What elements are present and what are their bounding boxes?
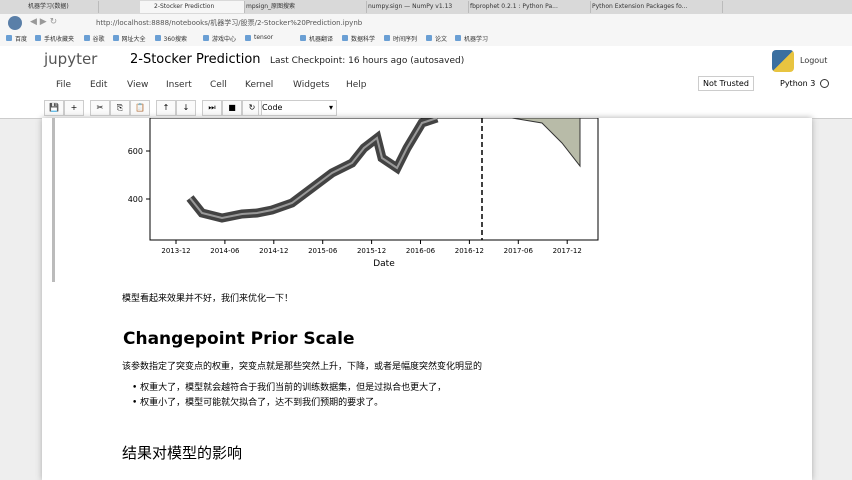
nav-buttons[interactable]: ◀ ▶ ↻ (30, 17, 58, 27)
bookmark[interactable]: 游戏中心 (203, 34, 236, 43)
menu-item[interactable]: Cell (210, 80, 227, 90)
bookmarks-bar: 百度 手机收藏夹 谷歌 网址大全 360搜索 游戏中心 tensor 机器翻译 数据科学 时间序列… (0, 32, 852, 47)
checkpoint: Last Checkpoint: 16 hours ago (autosaved… (270, 56, 465, 66)
bookmark[interactable]: 论文 (426, 34, 447, 43)
python-logo (772, 50, 794, 72)
bookmark[interactable]: 手机收藏夹 (35, 34, 74, 43)
x-tick-label: 2016-12 (455, 247, 484, 255)
browser-tab[interactable]: numpy.sign — NumPy v1.13 (354, 1, 469, 13)
logout-button[interactable]: Logout (800, 56, 828, 65)
bullet-text: 权重大了，模型就会越符合于我们当前的训练数据集，但是过拟合也更大了， (140, 383, 447, 393)
x-tick-label: 2014-06 (210, 247, 240, 255)
x-tick-label: 2015-12 (357, 247, 386, 255)
bullet-text: 权重小了，模型可能就欠拟合了，达不到我们预期的要求了。 (140, 398, 384, 408)
markdown-text: 模型看起来效果并不好，我们来优化一下！ (122, 294, 294, 304)
dropdown-arrow: ▾ (328, 103, 333, 112)
browser-tab[interactable]: 2-Stocker Prediction (140, 1, 245, 13)
toolbar-button[interactable]: ■ (222, 100, 242, 116)
menu-item[interactable]: Kernel (245, 80, 274, 90)
address-bar: ◀ ▶ ↻ http://localhost:8888/notebooks/机器… (0, 14, 852, 33)
menu-item[interactable]: Edit (90, 80, 108, 90)
trust-indicator[interactable]: Not Trusted (698, 76, 754, 91)
cell-type-select[interactable]: Code ▾ (258, 100, 337, 116)
bullet-item: • 权重小了，模型可能就欠拟合了，达不到我们预期的要求了。 (132, 398, 384, 408)
menu-item[interactable]: Insert (166, 80, 192, 90)
browser-logo (8, 16, 22, 30)
cell-prompt-bar (52, 118, 55, 282)
kernel-status (820, 79, 829, 88)
notebook-title[interactable]: 2-Stocker Prediction (130, 52, 261, 67)
url[interactable]: http://localhost:8888/notebooks/机器学习/股票/… (96, 19, 363, 27)
bookmark[interactable]: 谷歌 (83, 34, 105, 43)
toolbar-button[interactable]: ⏭ (202, 100, 222, 116)
forecast-line (189, 118, 438, 220)
x-tick-label: 2016-06 (406, 247, 436, 255)
tab-bar: 机器学习(数据) 2-Stocker Prediction mpsign_原图搜索 n… (0, 0, 852, 14)
bullet-item: • 权重大了，模型就会越符合于我们当前的训练数据集，但是过拟合也更大了， (132, 383, 447, 393)
x-tick-label: 2013-12 (161, 247, 190, 255)
x-tick-label: 2014-12 (259, 247, 288, 255)
toolbar-button[interactable]: ⎘ (110, 100, 130, 116)
future-band (482, 118, 581, 168)
bookmark[interactable]: 机器学习 (455, 34, 488, 43)
cell-type: Code (262, 103, 283, 112)
bookmark[interactable]: 360搜索 (154, 34, 187, 43)
menu-item[interactable]: File (56, 80, 72, 90)
browser-tab[interactable]: 机器学习(数据) (14, 1, 99, 13)
toolbar-button[interactable]: ↻ (242, 100, 262, 116)
markdown-subheading: 结果对模型的影响 (122, 444, 243, 462)
menu-item[interactable]: Widgets (293, 80, 330, 90)
toolbar-button[interactable]: ✂ (90, 100, 110, 116)
bookmark[interactable]: 网址大全 (112, 34, 146, 43)
browser-tab[interactable]: Python Extension Packages fo... (578, 1, 723, 13)
x-tick-label: 2015-06 (308, 247, 338, 255)
plot-ticks: 400 600 2013-12 2014-06 2014-12 2015-06 2015-1… (128, 147, 582, 269)
menu-item[interactable]: View (127, 80, 149, 90)
kernel-name: Python 3 (780, 79, 816, 88)
bookmark[interactable]: tensor (245, 34, 273, 41)
bullet-list: • 权重大了，模型就会越符合于我们当前的训练数据集，但是过拟合也更大了， • 权… (132, 381, 446, 411)
toolbar-button[interactable]: 💾 (44, 100, 64, 116)
x-tick-label: 2017-12 (553, 247, 582, 255)
jupyter-header: jupyter 2-Stocker Prediction Last Checkp… (0, 46, 852, 119)
toolbar-button[interactable]: 📋 (130, 100, 150, 116)
bookmark[interactable]: 机器翻译 (300, 34, 333, 43)
menu-bar: File Edit View Insert Cell Kernel Widgets Help (0, 46, 852, 106)
markdown-heading: Changepoint Prior Scale (123, 329, 355, 349)
browser-tab[interactable]: fbprophet 0.2.1 : Python Pa... (456, 1, 591, 13)
plot-output: 400 600 2013-12 2014-06 2014-12 2015-06 2015-1… (128, 118, 599, 269)
x-axis-label: Date (373, 259, 395, 269)
jupyter-logo[interactable]: jupyter (44, 50, 98, 68)
browser-tab[interactable]: mpsign_原图搜索 (232, 1, 367, 13)
y-tick-label: 400 (128, 195, 143, 204)
bookmark[interactable]: 时间序列 (384, 34, 417, 43)
bookmark[interactable]: 百度 (6, 34, 27, 43)
menu-item[interactable]: Help (346, 80, 367, 90)
bookmark[interactable]: 数据科学 (342, 34, 375, 43)
toolbar-button[interactable]: + (64, 100, 84, 116)
notebook: 400 600 2013-12 2014-06 2014-12 2015-06 2015-1… (42, 118, 812, 480)
x-tick-label: 2017-06 (504, 247, 534, 255)
toolbar-button[interactable]: ↓ (176, 100, 196, 116)
markdown-paragraph: 该参数指定了突变点的权重，突变点就是那些突然上升，下降，或者是幅度突然变化明显的 (122, 362, 483, 372)
toolbar-button[interactable]: ↑ (156, 100, 176, 116)
y-tick-label: 600 (128, 147, 143, 156)
